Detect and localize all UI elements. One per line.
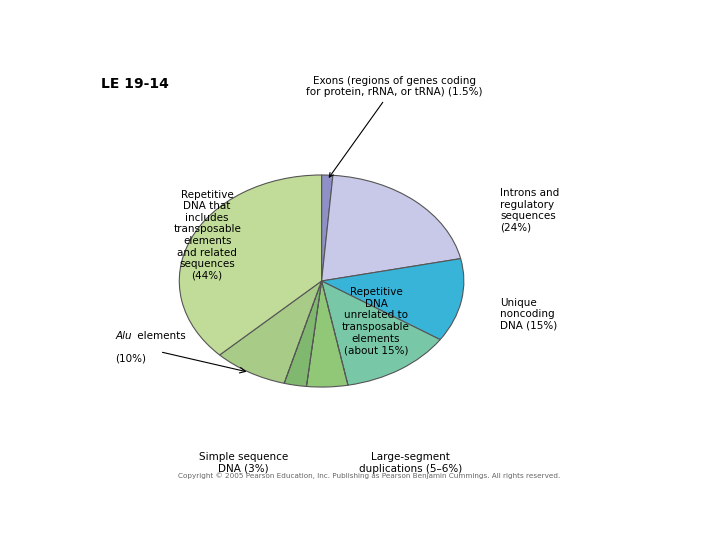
Wedge shape bbox=[220, 281, 322, 383]
Wedge shape bbox=[179, 175, 322, 355]
Text: LE 19-14: LE 19-14 bbox=[101, 77, 169, 91]
Text: Copyright © 2005 Pearson Education, Inc. Publishing as Pearson Benjamin Cummings: Copyright © 2005 Pearson Education, Inc.… bbox=[178, 472, 560, 478]
Text: Alu: Alu bbox=[115, 332, 132, 341]
Text: Repetitive
DNA
unrelated to
transposable
elements
(about 15%): Repetitive DNA unrelated to transposable… bbox=[342, 287, 410, 355]
Text: Large-segment
duplications (5–6%): Large-segment duplications (5–6%) bbox=[359, 453, 462, 474]
Wedge shape bbox=[322, 175, 333, 281]
Wedge shape bbox=[322, 259, 464, 340]
Text: Exons (regions of genes coding
for protein, rRNA, or tRNA) (1.5%): Exons (regions of genes coding for prote… bbox=[306, 76, 482, 177]
Wedge shape bbox=[322, 281, 440, 385]
Wedge shape bbox=[322, 176, 461, 281]
Text: (10%): (10%) bbox=[115, 354, 146, 364]
Text: Introns and
regulatory
sequences
(24%): Introns and regulatory sequences (24%) bbox=[500, 188, 559, 233]
Text: Unique
noncoding
DNA (15%): Unique noncoding DNA (15%) bbox=[500, 298, 557, 331]
Wedge shape bbox=[284, 281, 322, 387]
Text: Simple sequence
DNA (3%): Simple sequence DNA (3%) bbox=[199, 453, 288, 474]
Wedge shape bbox=[307, 281, 348, 387]
Text: elements: elements bbox=[133, 332, 185, 341]
Text: Repetitive
DNA that
includes
transposable
elements
and related
sequences
(44%): Repetitive DNA that includes transposabl… bbox=[174, 190, 241, 281]
